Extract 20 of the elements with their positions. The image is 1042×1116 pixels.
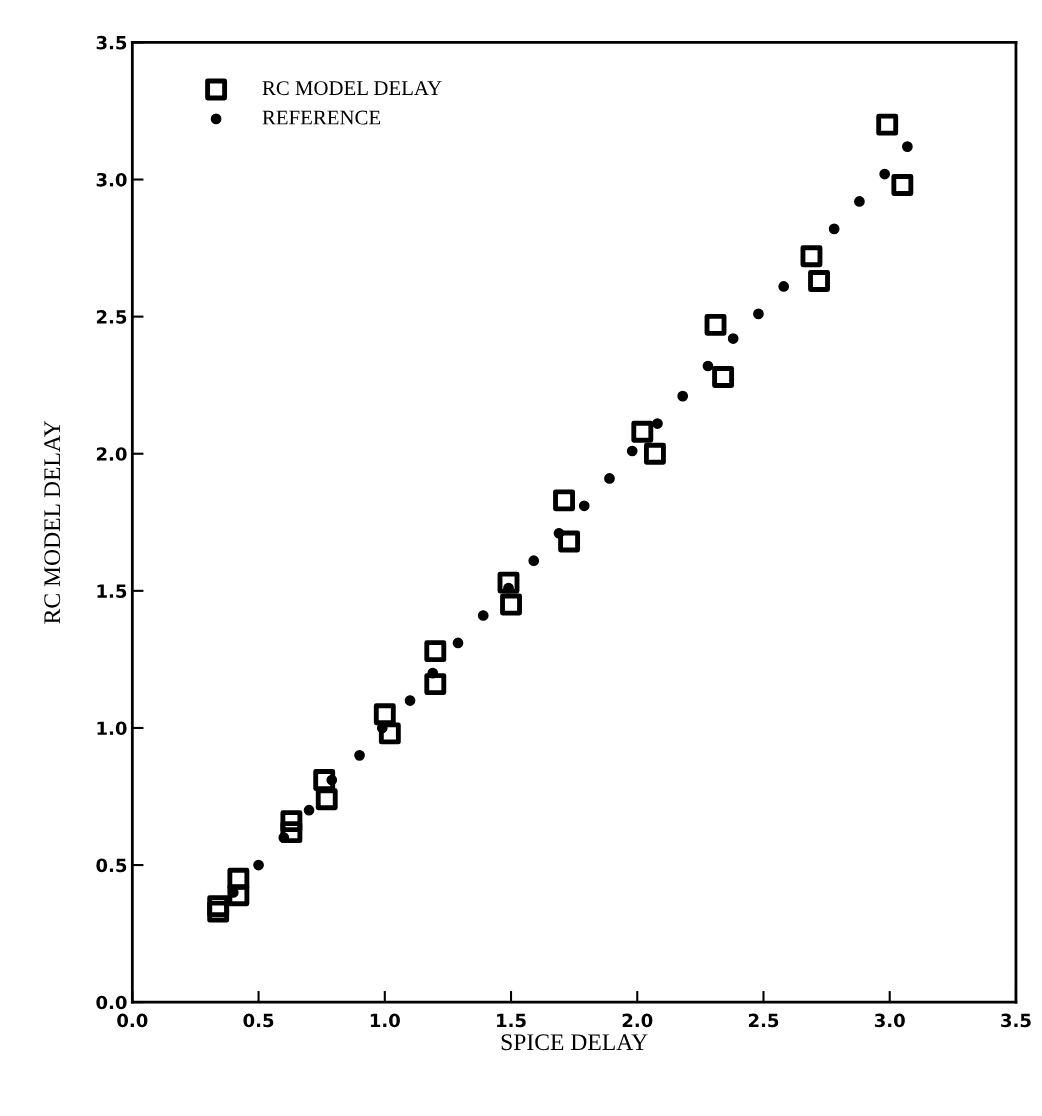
x-axis-title: SPICE DELAY <box>501 1034 648 1051</box>
y-tick-label: 3.5 <box>96 35 127 50</box>
x-tick-label: 0.5 <box>243 1013 274 1028</box>
x-tick-label: 1.5 <box>497 1013 526 1028</box>
x-tick-label: 1.0 <box>370 1013 400 1028</box>
y-tick-label: 0.0 <box>96 995 127 1010</box>
legend-label: RC MODEL DELAY <box>262 81 442 96</box>
y-tick-label: 2.5 <box>96 310 127 324</box>
x-tick-label: 2.5 <box>748 1013 779 1028</box>
x-tick-label: 3.5 <box>1001 1013 1031 1028</box>
x-tick-label: 3.0 <box>874 1013 905 1028</box>
y-tick-label: 1.5 <box>97 584 127 598</box>
y-tick-label: 3.0 <box>96 172 127 187</box>
y-axis-title: RC MODEL DELAY <box>44 420 61 624</box>
legend-label: REFERENCE <box>262 110 381 125</box>
y-tick-label: 2.0 <box>96 447 127 461</box>
x-tick-label: 2.0 <box>622 1013 653 1028</box>
y-tick-label: 0.5 <box>96 858 127 873</box>
x-tick-label: 0.0 <box>117 1013 148 1028</box>
y-tick-label: 1.0 <box>97 721 127 736</box>
